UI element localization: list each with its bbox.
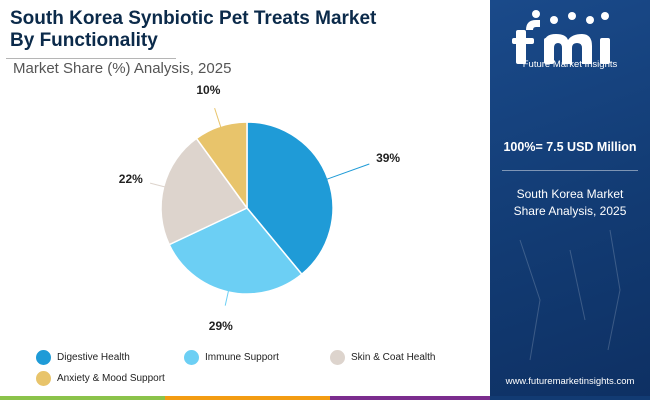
pie-slices (160, 121, 334, 295)
leader-line-skin-coat-health (149, 182, 168, 189)
legend-swatch (36, 350, 51, 365)
legend-swatch (36, 371, 51, 386)
market-description: South Korea Market Share Analysis, 2025 (513, 187, 627, 218)
legend-swatch (330, 350, 345, 365)
chart-title-line2: By Functionality (10, 30, 158, 51)
chart-legend: Digestive Health Immune Support Skin & C… (32, 348, 482, 392)
legend-item-skin-coat-health: Skin & Coat Health (330, 350, 436, 365)
legend-item-anxiety-mood-support: Anxiety & Mood Support (36, 371, 165, 386)
brand-sidebar: Future Market Insights 100%= 7.5 USD Mil… (490, 0, 650, 400)
bottom-bar-purple (330, 396, 490, 400)
market-total: 100%= 7.5 USD Million (503, 140, 637, 154)
chart-title: South Korea Synbiotic Pet Treats Market … (10, 8, 480, 52)
leader-line-immune-support (224, 287, 230, 306)
subtitle-divider (6, 58, 176, 59)
legend-label: Anxiety & Mood Support (57, 373, 165, 384)
sidebar-divider (502, 170, 638, 171)
data-label-immune-support: 29% (209, 319, 233, 333)
website-link[interactable]: www.futuremarketinsights.com (505, 376, 635, 387)
bottom-bar-green (0, 396, 165, 400)
bottom-color-bar (0, 396, 650, 400)
pie-chart: 39% 29% 22% 10% (119, 83, 401, 333)
legend-label: Digestive Health (57, 352, 130, 363)
data-label-anxiety-mood-support: 10% (196, 83, 220, 97)
chart-subtitle: Market Share (%) Analysis, 2025 (13, 60, 232, 77)
data-label-skin-coat-health: 22% (119, 172, 143, 186)
legend-label: Immune Support (205, 352, 279, 363)
legend-label: Skin & Coat Health (351, 352, 436, 363)
background-texture (519, 229, 621, 361)
bottom-bar-navy (490, 396, 650, 400)
legend-item-digestive-health: Digestive Health (36, 350, 130, 365)
data-label-digestive-health: 39% (376, 151, 400, 165)
bottom-bar-orange (165, 396, 330, 400)
logo-tagline: Future Market Insights (522, 59, 618, 70)
leader-line-digestive-health (324, 163, 370, 181)
pie-data-labels: 39% 29% 22% 10% (119, 83, 401, 333)
legend-swatch (184, 350, 199, 365)
chart-title-line1: South Korea Synbiotic Pet Treats Market (10, 8, 377, 29)
pie-leader-lines (149, 107, 370, 306)
chart-panel: South Korea Synbiotic Pet Treats Market … (6, 8, 482, 392)
fmi-logo (512, 10, 610, 64)
leader-line-anxiety-mood-support (214, 107, 223, 131)
legend-item-immune-support: Immune Support (184, 350, 279, 365)
